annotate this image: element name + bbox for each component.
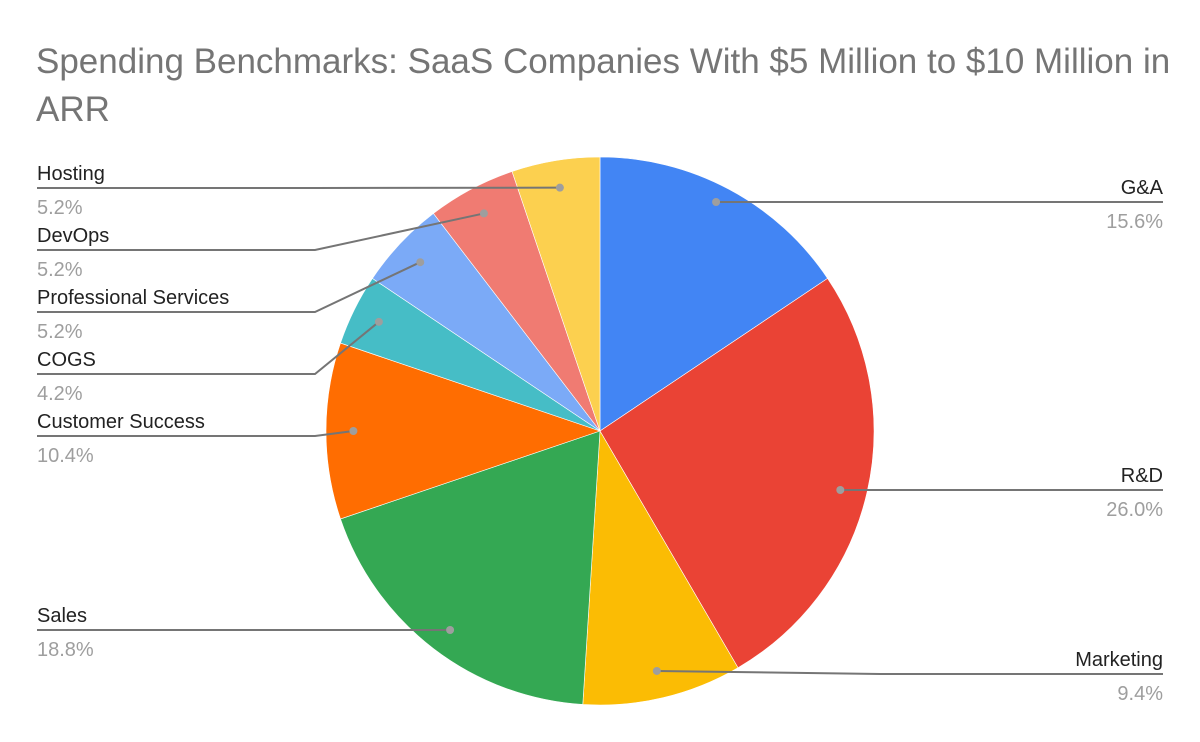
slice-value-randd: 26.0% — [1106, 499, 1163, 521]
slice-label-hosting: Hosting — [37, 163, 105, 185]
chart-title: Spending Benchmarks: SaaS Companies With… — [36, 42, 1171, 129]
leader-dot-hosting — [555, 183, 564, 192]
leader-line-professional-services — [37, 261, 421, 313]
leader-line-customer-success — [37, 430, 354, 437]
leader-line-devops — [37, 212, 485, 251]
leader-dot-ganda — [712, 198, 721, 206]
slice-customer-success[interactable] — [325, 342, 601, 520]
slice-sales[interactable] — [340, 430, 601, 705]
leader-dot-devops — [479, 209, 488, 218]
slice-value-customer-success: 10.4% — [37, 445, 94, 467]
leader-dot-professional-services — [416, 258, 425, 267]
leader-line-marketing — [656, 669, 1163, 675]
slice-label-sales: Sales — [37, 605, 87, 627]
leader-dot-marketing — [652, 666, 661, 675]
slice-value-cogs: 4.2% — [37, 383, 83, 405]
slice-value-ganda: 15.6% — [1106, 211, 1163, 233]
slice-label-ganda: G&A — [1121, 177, 1164, 199]
slice-label-customer-success: Customer Success — [37, 411, 205, 433]
slice-value-sales: 18.8% — [37, 639, 94, 661]
slice-label-cogs: COGS — [37, 349, 96, 371]
leader-dot-sales — [446, 626, 455, 634]
slice-label-devops: DevOps — [37, 225, 109, 247]
slice-hosting[interactable] — [511, 156, 601, 432]
slice-value-devops: 5.2% — [37, 259, 83, 281]
leader-dot-randd — [836, 486, 845, 494]
slice-label-randd: R&D — [1121, 465, 1163, 487]
leader-dot-cogs — [374, 317, 383, 326]
slice-ganda[interactable] — [599, 156, 828, 432]
pie-slices — [325, 156, 875, 706]
leader-line-cogs — [37, 321, 380, 375]
slice-value-hosting: 5.2% — [37, 197, 83, 219]
leader-lines — [37, 183, 1163, 675]
slice-labels: G&A 15.6% R&D 26.0% Marketing 9.4% Sales 18.8% C… — [37, 163, 1164, 705]
slice-label-marketing: Marketing — [1075, 649, 1163, 671]
slice-randd[interactable] — [599, 277, 875, 669]
slice-value-marketing: 9.4% — [1117, 683, 1163, 705]
slice-label-professional-services: Professional Services — [37, 287, 229, 309]
leader-dot-customer-success — [349, 427, 358, 435]
slice-value-professional-services: 5.2% — [37, 321, 83, 343]
